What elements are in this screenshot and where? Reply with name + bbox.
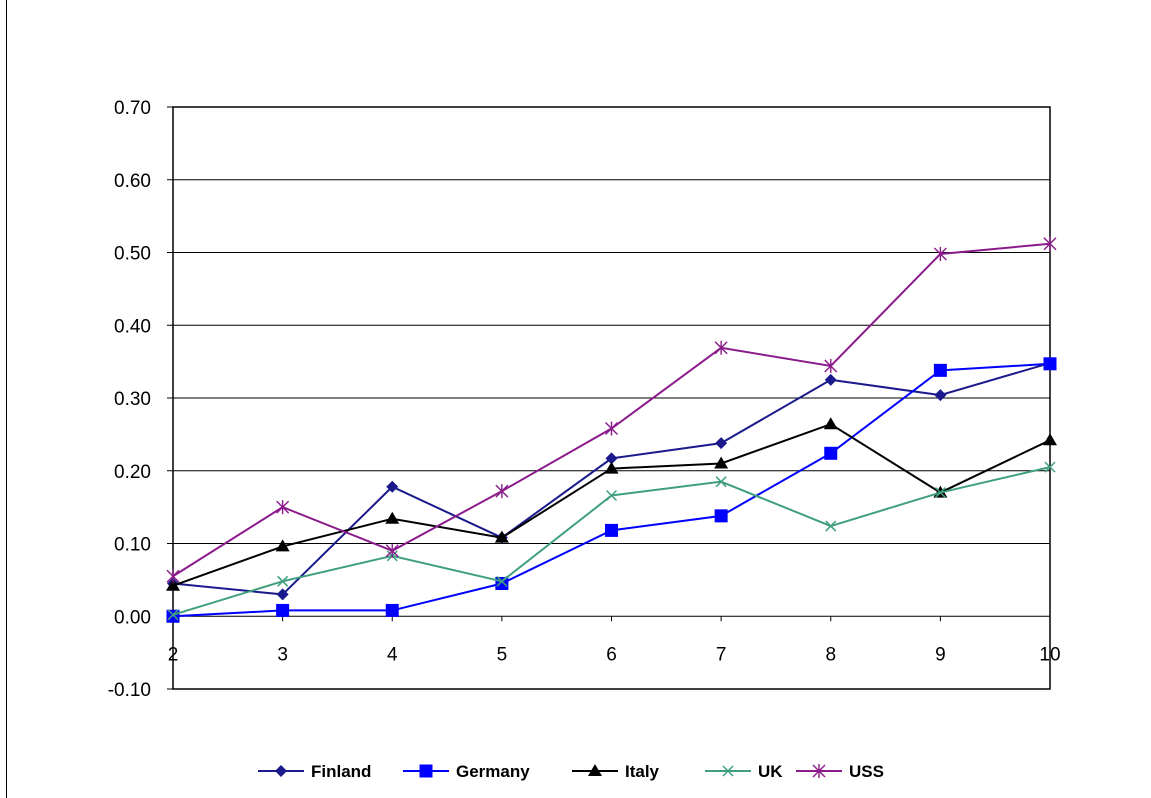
legend-label-uss: USS <box>849 762 884 781</box>
data-point-finland <box>824 373 837 386</box>
data-point-italy <box>604 461 619 474</box>
series-italy <box>166 417 1057 591</box>
x-tick-label: 6 <box>606 644 617 665</box>
data-point-germany <box>605 523 618 537</box>
y-tick-label: 0.40 <box>114 316 151 337</box>
legend-item-uss: USS <box>796 762 884 781</box>
legend-marker-uk <box>722 765 734 777</box>
y-tick-label: 0.20 <box>114 462 151 483</box>
data-point-germany <box>385 603 399 617</box>
legend-label-germany: Germany <box>456 762 530 781</box>
series-uss <box>166 236 1057 584</box>
legend-label-finland: Finland <box>311 762 371 781</box>
marker-stroke <box>496 575 508 587</box>
marker-stroke <box>722 765 734 777</box>
y-tick-label: 0.60 <box>114 171 151 192</box>
left-frame-line <box>6 0 7 798</box>
data-point-finland <box>276 588 289 601</box>
data-point-finland <box>386 480 399 493</box>
x-tick-label: 7 <box>716 644 727 665</box>
data-point-uss <box>824 358 838 373</box>
data-point-uk <box>715 476 727 488</box>
y-tick-label: 0.10 <box>114 535 151 556</box>
data-point-germany <box>276 603 290 617</box>
legend-marker-uss <box>812 764 826 778</box>
data-point-germany <box>933 363 947 377</box>
data-point-germany <box>714 509 728 523</box>
data-point-italy <box>714 456 729 469</box>
y-tick-label: 0.70 <box>114 98 151 119</box>
grid-lines <box>173 106 1050 690</box>
legend-item-uk: UK <box>705 762 783 781</box>
x-tick-label: 5 <box>497 644 508 665</box>
marker-stroke <box>167 609 179 621</box>
series-finland <box>167 357 1056 601</box>
legend-marker-finland <box>275 765 287 777</box>
marker-stroke <box>715 476 727 488</box>
legend-marker-italy <box>588 764 602 776</box>
data-point-italy <box>823 417 838 430</box>
data-point-uss <box>605 421 618 436</box>
legend-label-italy: Italy <box>625 762 660 781</box>
legend: Finland Germany Italy UK USS <box>258 762 884 781</box>
plot-area-border <box>172 106 1051 690</box>
data-point-italy <box>385 511 400 524</box>
x-tick-label: 8 <box>825 644 836 665</box>
series-line-italy <box>172 423 1051 587</box>
x-tick-label: 3 <box>277 644 288 665</box>
x-tick-label: 10 <box>1039 644 1060 665</box>
data-point-uk <box>605 489 618 502</box>
y-tick-label: 0.50 <box>114 244 151 265</box>
data-point-germany <box>1043 357 1057 371</box>
data-point-uss <box>933 246 947 261</box>
x-tick-label: 4 <box>387 644 398 665</box>
data-point-uss <box>495 484 509 499</box>
x-axis-tick-labels: 2 3 4 5 6 7 8 9 10 <box>168 644 1061 665</box>
series-line-germany <box>172 362 1051 618</box>
legend-label-uk: UK <box>758 762 783 781</box>
series-uk <box>167 461 1056 621</box>
legend-item-italy: Italy <box>572 762 660 781</box>
data-point-uk <box>825 520 837 532</box>
legend-marker-germany <box>419 764 433 778</box>
marker-stroke <box>825 520 837 532</box>
y-tick-label: 0.30 <box>114 389 151 410</box>
marker-stroke <box>934 487 946 499</box>
legend-item-germany: Germany <box>403 762 530 781</box>
data-point-uk <box>496 575 508 587</box>
data-point-uk <box>934 487 946 499</box>
data-point-italy <box>1043 433 1057 446</box>
x-tick-label: 9 <box>935 644 946 665</box>
data-point-uss <box>276 500 290 515</box>
marker-stroke <box>605 489 618 502</box>
data-point-uk <box>277 575 289 587</box>
data-point-italy <box>275 539 290 552</box>
data-point-uss <box>385 543 399 558</box>
series-germany <box>166 357 1057 623</box>
data-point-germany <box>824 446 838 460</box>
marker-stroke <box>277 575 289 587</box>
data-point-italy <box>166 578 180 591</box>
data-point-uk <box>1044 461 1056 473</box>
x-tick-label: 2 <box>168 644 179 665</box>
y-axis-tick-labels: -0.10 0.00 0.10 0.20 0.30 0.40 0.50 0.60 0.70 <box>108 98 151 701</box>
data-point-germany <box>166 609 180 623</box>
data-point-italy <box>494 530 509 543</box>
data-point-uss <box>714 340 728 355</box>
y-tick-label: 0.00 <box>114 607 151 628</box>
data-point-uss <box>1043 236 1057 251</box>
data-point-uk <box>167 609 179 621</box>
y-tick-label: -0.10 <box>108 680 151 701</box>
data-point-finland <box>715 437 728 450</box>
data-point-finland <box>605 452 618 465</box>
data-point-uss <box>166 569 180 584</box>
marker-stroke <box>1044 461 1056 473</box>
data-point-finland <box>934 389 947 402</box>
series-lines <box>166 236 1057 623</box>
legend-item-finland: Finland <box>258 762 371 781</box>
